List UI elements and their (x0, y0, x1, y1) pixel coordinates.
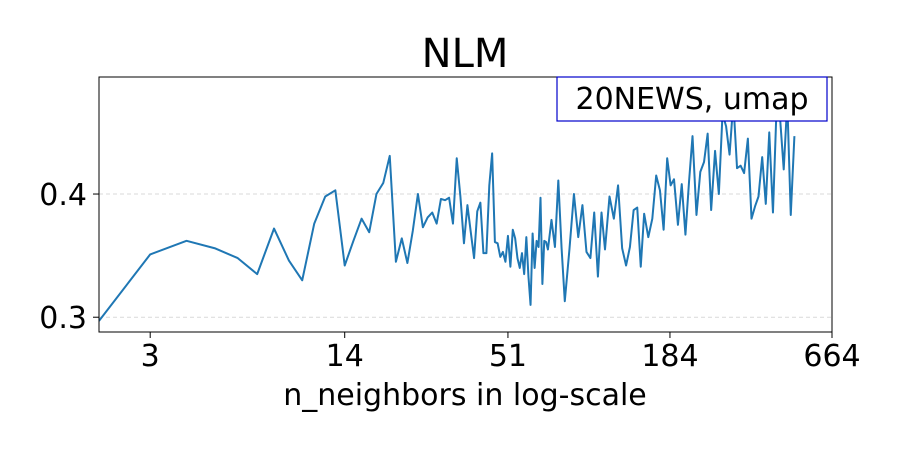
x-tick-label: 14 (326, 339, 364, 374)
legend-text: 20NEWS, umap (575, 82, 808, 117)
y-tick-label: 0.3 (39, 301, 87, 336)
axes: 0.3 0.4 3 14 51 184 664 (39, 76, 861, 374)
plot-frame (98, 76, 833, 333)
x-axis-label: n_neighbors in log-scale (283, 378, 647, 413)
chart-title: NLM (422, 31, 509, 77)
x-tick-label: 184 (641, 339, 698, 374)
x-tick-label: 3 (141, 339, 160, 374)
grid-lines (99, 193, 832, 318)
series-line-nlm (99, 100, 796, 322)
legend-frame (556, 76, 828, 122)
y-tick-label: 0.4 (39, 178, 87, 213)
x-tick-label: 664 (803, 339, 860, 374)
legend-box: 20NEWS, umap (556, 76, 828, 122)
x-tick-label: 51 (489, 339, 527, 374)
